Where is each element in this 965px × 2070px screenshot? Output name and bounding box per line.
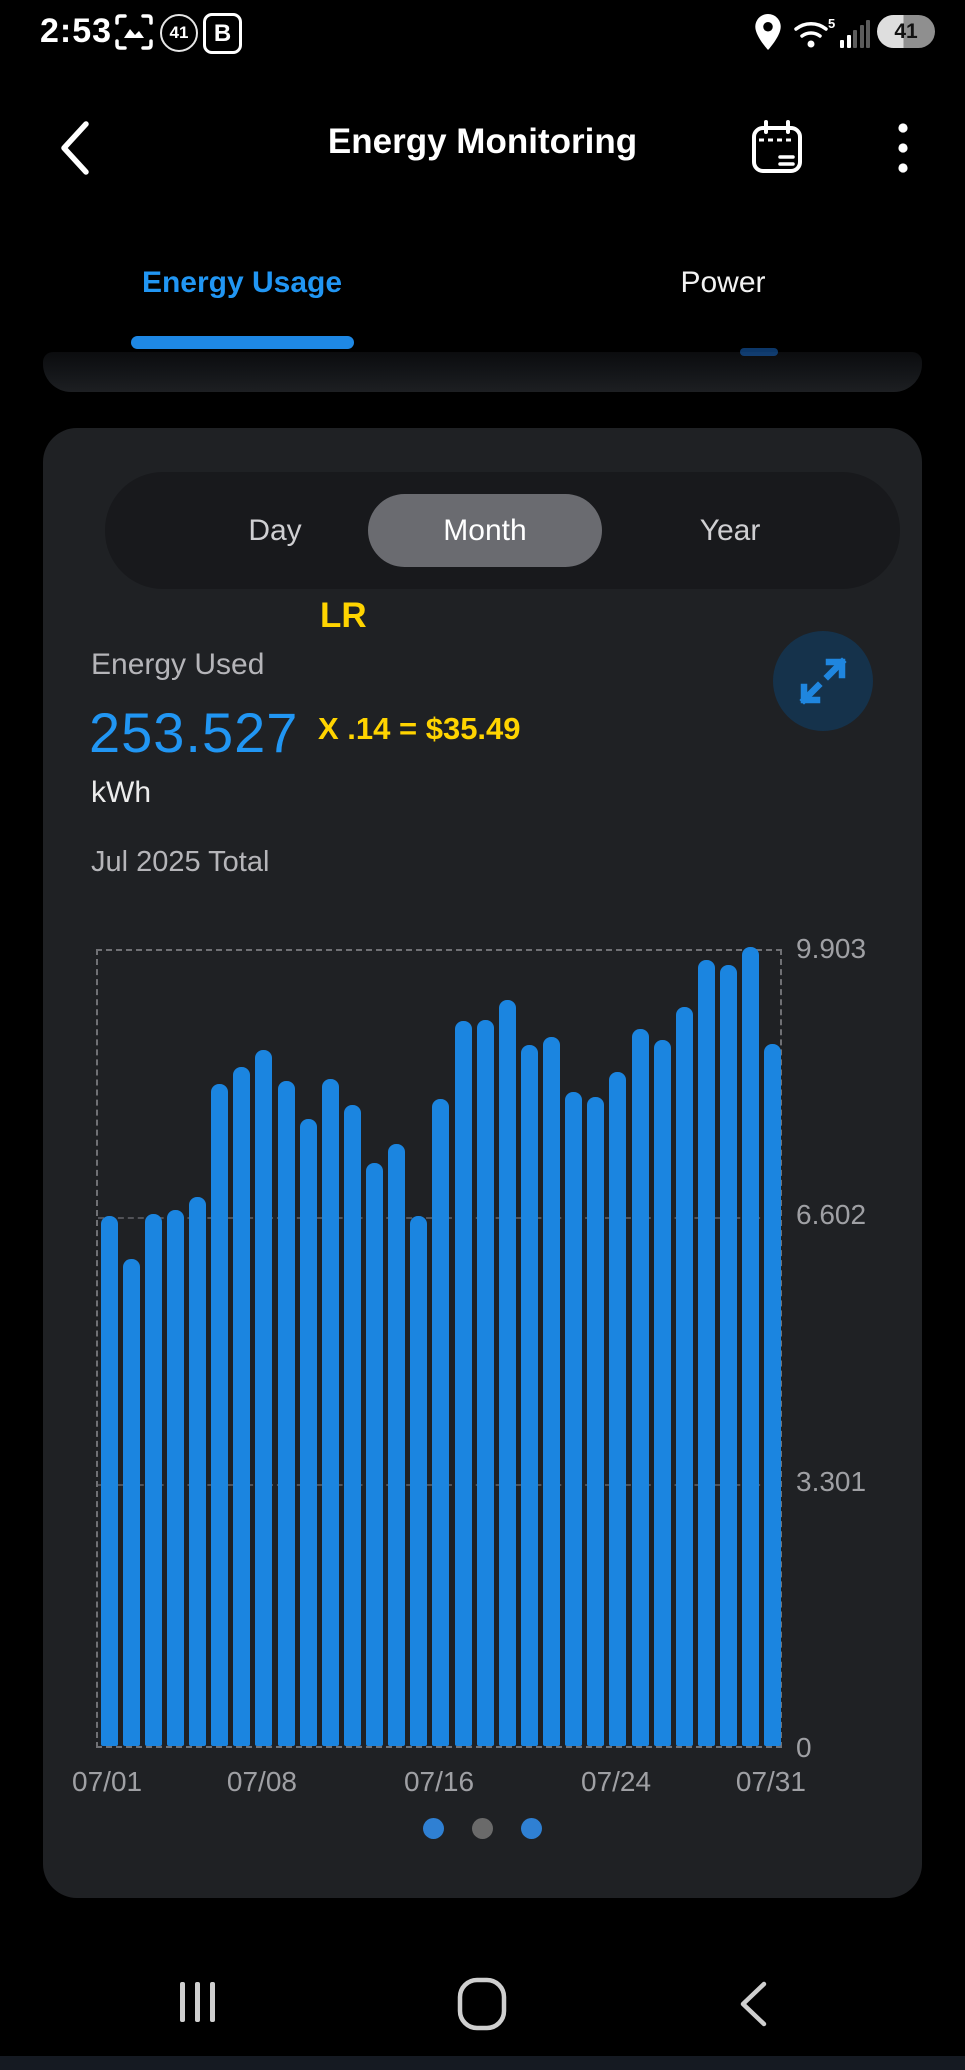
more-options-button[interactable] — [886, 120, 920, 178]
bar-07/02[interactable] — [122, 1259, 140, 1746]
calendar-icon — [752, 119, 802, 173]
x-tick-label: 07/08 — [226, 1766, 297, 1797]
kebab-menu-icon — [898, 123, 908, 173]
bar-07/26[interactable] — [653, 1040, 671, 1746]
expand-chart-button[interactable] — [773, 631, 873, 731]
bar-07/10[interactable] — [299, 1119, 317, 1746]
expand-icon — [799, 657, 847, 705]
page-dot-3[interactable] — [521, 1818, 542, 1839]
page-title: Energy Monitoring — [327, 122, 638, 161]
chart-plot — [96, 947, 782, 1748]
recents-button[interactable] — [180, 1982, 215, 2022]
bar-07/01[interactable] — [100, 1215, 118, 1746]
y-tick-label: 6.602 — [796, 1199, 867, 1231]
x-tick-label: 07/16 — [403, 1766, 475, 1797]
app-letter-badge: B — [203, 13, 242, 54]
bar-07/16[interactable] — [432, 1098, 450, 1746]
bar-07/03[interactable] — [144, 1214, 162, 1746]
tab-power[interactable]: Power — [608, 266, 838, 300]
bar-07/05[interactable] — [189, 1197, 207, 1746]
page-dot-2[interactable] — [472, 1818, 493, 1839]
scrolled-card-remnant — [43, 348, 922, 392]
energy-used-label: Energy Used — [91, 648, 265, 681]
back-button[interactable] — [48, 118, 100, 180]
period-selector: Day Month Year — [105, 472, 900, 589]
count-badge: 41 — [160, 14, 198, 52]
energy-usage-card: Day Month Year LR Energy Used 253.527 X … — [43, 428, 922, 1898]
bar-07/14[interactable] — [388, 1144, 406, 1746]
unit-label: kWh — [91, 776, 151, 809]
bar-07/24[interactable] — [609, 1071, 627, 1746]
bar-07/13[interactable] — [366, 1163, 384, 1746]
period-total-label: Jul 2025 Total — [91, 846, 270, 878]
bar-07/08[interactable] — [255, 1049, 273, 1746]
bar-07/11[interactable] — [321, 1078, 339, 1746]
status-bar: 2:53 41 B 5 41 — [0, 0, 965, 66]
screenshot-notification-icon — [115, 14, 153, 50]
bar-07/27[interactable] — [675, 1006, 693, 1746]
bar-07/31[interactable] — [764, 1044, 782, 1746]
bar-07/19[interactable] — [498, 999, 516, 1746]
page-indicator — [43, 1818, 922, 1839]
bar-07/04[interactable] — [166, 1210, 184, 1746]
wifi-generation-label: 5 — [828, 16, 835, 31]
back-chevron-icon — [61, 120, 89, 175]
y-tick-label: 9.903 — [796, 933, 867, 964]
screen-bottom-edge — [0, 2056, 965, 2070]
bar-07/21[interactable] — [543, 1036, 561, 1746]
location-icon — [755, 14, 781, 50]
recents-icon — [180, 1982, 215, 2022]
wifi-icon: 5 — [794, 16, 835, 48]
bar-07/30[interactable] — [742, 947, 760, 1746]
cost-calculation-annotation: X .14 = $35.49 — [318, 711, 521, 746]
bar-07/28[interactable] — [697, 960, 715, 1746]
x-tick-label: 07/31 — [735, 1766, 806, 1797]
page-dot-1[interactable] — [423, 1818, 444, 1839]
x-tick-label: 07/24 — [580, 1766, 652, 1797]
remnant-blue-accent — [740, 348, 778, 356]
x-tick-label: 07/01 — [72, 1766, 143, 1797]
bar-07/23[interactable] — [587, 1096, 605, 1746]
bar-07/12[interactable] — [343, 1104, 361, 1746]
y-tick-label: 0 — [796, 1732, 812, 1763]
home-button[interactable] — [456, 1976, 508, 2035]
nav-back-icon — [740, 1981, 767, 2027]
home-icon — [457, 1977, 507, 2031]
bar-07/22[interactable] — [565, 1091, 583, 1746]
lr-annotation: LR — [320, 596, 367, 635]
y-tick-label: 3.301 — [796, 1465, 867, 1497]
period-option-day[interactable]: Day — [160, 472, 390, 589]
bar-07/15[interactable] — [410, 1215, 428, 1746]
energy-total-value: 253.527 — [89, 701, 299, 764]
bar-07/09[interactable] — [277, 1081, 295, 1746]
active-tab-indicator — [131, 336, 354, 349]
bar-07/29[interactable] — [720, 965, 738, 1746]
bar-07/20[interactable] — [520, 1044, 538, 1746]
bar-07/06[interactable] — [211, 1083, 229, 1746]
system-nav-bar — [0, 1950, 965, 2060]
bar-07/17[interactable] — [454, 1021, 472, 1746]
bar-07/18[interactable] — [476, 1019, 494, 1746]
period-option-year[interactable]: Year — [615, 472, 845, 589]
clock: 2:53 — [40, 12, 113, 50]
calendar-button[interactable] — [748, 118, 806, 178]
signal-strength-icon — [840, 20, 874, 48]
period-option-month-selected[interactable]: Month — [368, 494, 602, 567]
tab-energy-usage[interactable]: Energy Usage — [108, 266, 376, 300]
bar-07/25[interactable] — [631, 1028, 649, 1746]
battery-indicator: 41 — [877, 15, 935, 48]
bar-07/07[interactable] — [233, 1066, 251, 1746]
nav-back-button[interactable] — [736, 1980, 770, 2031]
